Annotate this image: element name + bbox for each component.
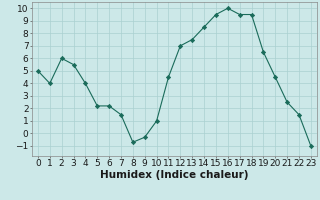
X-axis label: Humidex (Indice chaleur): Humidex (Indice chaleur) [100, 170, 249, 180]
